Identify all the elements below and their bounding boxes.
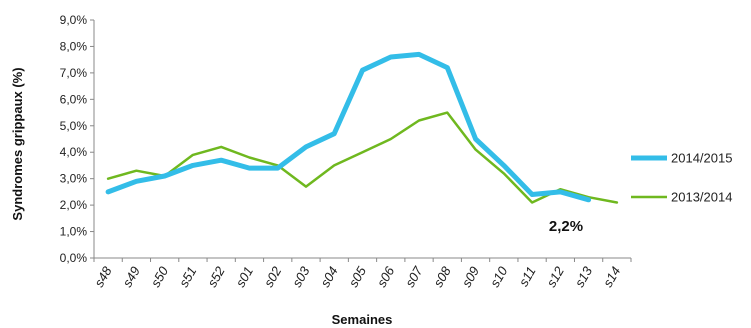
- x-tick-label: s50: [148, 263, 172, 289]
- y-tick-label: 4,0%: [60, 145, 88, 159]
- x-axis-title: Semaines: [332, 312, 393, 327]
- y-axis: 0,0% 1,0% 2,0% 3,0% 4,0% 5,0% 6,0% 7,0% 8,0% 9,0%: [60, 13, 95, 265]
- x-tick-label: s52: [204, 263, 228, 289]
- y-tick-label: 3,0%: [60, 172, 88, 186]
- x-tick-label: s07: [402, 263, 426, 289]
- x-tick-label: s04: [317, 264, 340, 290]
- y-tick-label: 7,0%: [60, 66, 88, 80]
- x-axis: s48 s49 s50 s51 s52 s01 s02 s03 s04 s05 s06 s07 s08 s…: [91, 257, 632, 290]
- x-tick-label: s01: [233, 264, 256, 290]
- series-layer: [105, 51, 619, 204]
- y-tick-label: 6,0%: [60, 92, 88, 106]
- x-tick-label: s11: [516, 264, 539, 289]
- legend-label-2014-2015: 2014/2015: [671, 151, 732, 166]
- annotation-last-value: 2,2%: [549, 218, 583, 235]
- y-tick-label: 5,0%: [60, 119, 88, 133]
- x-tick-label: s49: [120, 264, 143, 290]
- legend-label-2013-2014: 2013/2014: [671, 190, 732, 205]
- x-tick-label: s05: [346, 263, 370, 289]
- y-tick-label: 2,0%: [60, 198, 88, 212]
- legend-item-2014-2015: 2014/2015: [631, 151, 732, 166]
- x-tick-label: s03: [289, 263, 313, 289]
- x-tick-label: s14: [600, 264, 623, 290]
- series-line-2013-2014: [106, 111, 619, 204]
- x-tick-label: s02: [261, 263, 285, 289]
- legend: 2014/2015 2013/2014: [631, 151, 732, 205]
- x-tick-label: s10: [487, 263, 511, 289]
- y-tick-label: 9,0%: [60, 13, 88, 27]
- x-tick-label: s06: [374, 263, 398, 289]
- y-axis-title: Syndromes grippaux (%): [10, 67, 25, 220]
- y-tick-label: 0,0%: [60, 251, 88, 265]
- legend-item-2013-2014: 2013/2014: [631, 190, 732, 205]
- x-tick-label: s48: [91, 263, 115, 289]
- x-tick-label: s09: [459, 264, 482, 290]
- y-tick-label: 8,0%: [60, 39, 88, 53]
- x-tick-label: s13: [572, 263, 596, 289]
- y-tick-label: 1,0%: [60, 225, 88, 239]
- series-line-2014-2015: [105, 51, 592, 203]
- x-tick-label: s12: [543, 263, 567, 289]
- x-tick-label: s08: [430, 263, 454, 289]
- x-tick-label: s51: [176, 264, 199, 290]
